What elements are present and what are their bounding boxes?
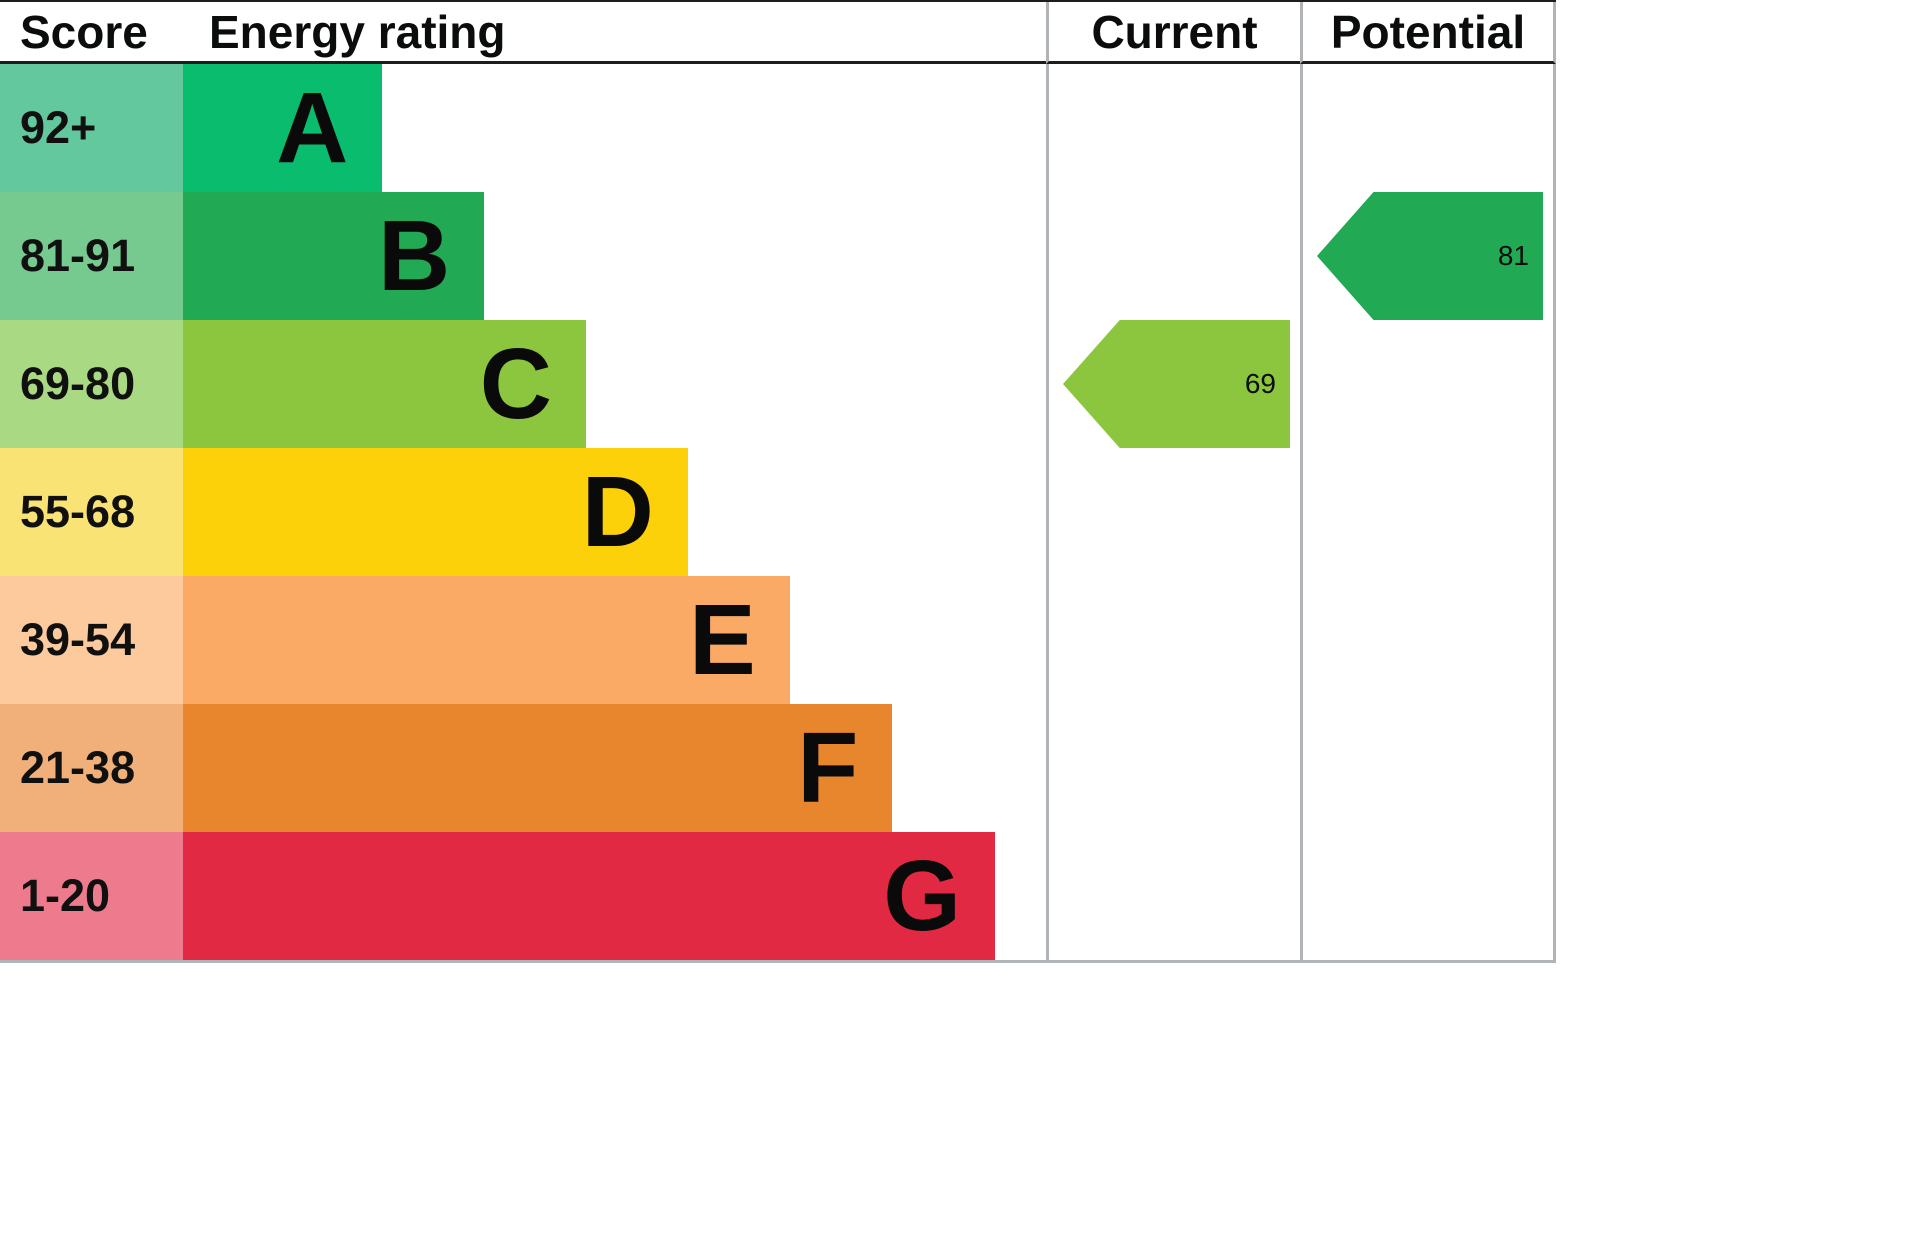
band-letter-c: C [479,328,553,440]
potential-cell-a [1300,64,1556,192]
header-energy-rating: Energy rating [183,2,1046,64]
band-letter-b: B [377,200,451,312]
band-letter-f: F [797,712,859,824]
band-letter-d: D [581,456,654,568]
current-cell-b [1046,192,1300,320]
band-bar-cell-b: B [183,192,1046,320]
band-bar-cell-c: C [183,320,1046,448]
band-bar-d: D [183,448,688,576]
band-bar-f: F [183,704,893,832]
header-score-label: Score [20,5,148,58]
potential-rating-value: 81 [1497,240,1529,271]
potential-rating-arrow: 81 [1317,192,1543,320]
epc-rating-chart: Score Energy rating Current Potential 92… [0,0,1556,963]
band-bar-g: G [183,832,996,960]
band-bar-b: B [183,192,485,320]
score-range-b: 81-91 [0,192,183,320]
header-current: Current [1046,2,1300,64]
band-bar-c: C [183,320,587,448]
potential-cell-e [1300,576,1556,704]
current-cell-c: 69 [1046,320,1300,448]
potential-cell-c [1300,320,1556,448]
current-cell-g [1046,832,1300,960]
header-current-label: Current [1091,5,1258,58]
band-bar-cell-e: E [183,576,1046,704]
current-cell-a [1046,64,1300,192]
header-energy-rating-label: Energy rating [209,5,506,58]
score-range-e: 39-54 [0,576,183,704]
score-range-d: 55-68 [0,448,183,576]
score-range-a: 92+ [0,64,183,192]
potential-cell-b: 81 [1300,192,1556,320]
band-bar-cell-g: G [183,832,1046,960]
potential-cell-g [1300,832,1556,960]
band-letter-a: A [276,72,349,184]
band-bar-cell-a: A [183,64,1046,192]
score-range-g: 1-20 [0,832,183,960]
current-cell-d [1046,448,1300,576]
current-rating-value: 69 [1244,368,1276,399]
band-bar-e: E [183,576,790,704]
band-letter-g: G [883,840,962,952]
score-range-f: 21-38 [0,704,183,832]
potential-cell-d [1300,448,1556,576]
header-potential: Potential [1300,2,1556,64]
header-score: Score [0,2,183,64]
current-cell-e [1046,576,1300,704]
band-bar-a: A [183,64,383,192]
current-rating-arrow: 69 [1063,320,1290,448]
band-bar-cell-d: D [183,448,1046,576]
current-cell-f [1046,704,1300,832]
band-letter-e: E [688,584,756,696]
score-range-c: 69-80 [0,320,183,448]
band-bar-cell-f: F [183,704,1046,832]
potential-cell-f [1300,704,1556,832]
header-potential-label: Potential [1330,5,1526,58]
